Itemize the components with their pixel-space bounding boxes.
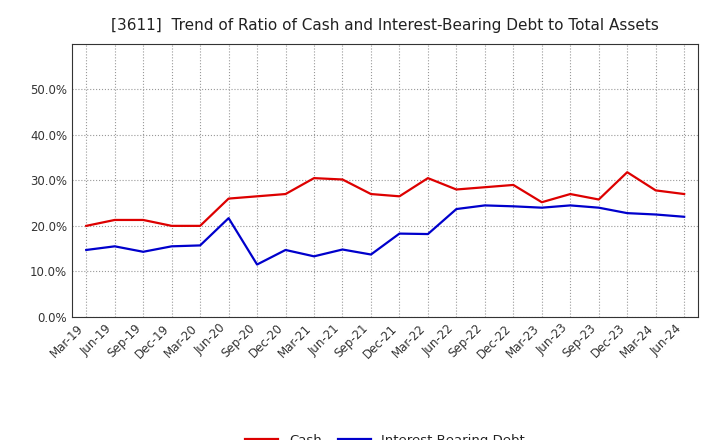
Interest-Bearing Debt — [167, 244, 176, 249]
Cash — [310, 176, 318, 181]
Cash — [167, 223, 176, 228]
Interest-Bearing Debt — [652, 212, 660, 217]
Interest-Bearing Debt — [110, 244, 119, 249]
Interest-Bearing Debt — [595, 205, 603, 210]
Interest-Bearing Debt — [139, 249, 148, 254]
Cash — [253, 194, 261, 199]
Line: Interest-Bearing Debt: Interest-Bearing Debt — [86, 205, 684, 264]
Interest-Bearing Debt — [310, 254, 318, 259]
Cash — [139, 217, 148, 223]
Cash — [282, 191, 290, 197]
Interest-Bearing Debt — [338, 247, 347, 252]
Interest-Bearing Debt — [680, 214, 688, 220]
Interest-Bearing Debt — [623, 210, 631, 216]
Cash — [652, 188, 660, 193]
Cash — [537, 200, 546, 205]
Cash — [338, 177, 347, 182]
Interest-Bearing Debt — [423, 231, 432, 237]
Cash — [452, 187, 461, 192]
Interest-Bearing Debt — [253, 262, 261, 267]
Cash — [680, 191, 688, 197]
Cash — [395, 194, 404, 199]
Interest-Bearing Debt — [566, 203, 575, 208]
Cash — [509, 182, 518, 187]
Interest-Bearing Debt — [282, 247, 290, 253]
Interest-Bearing Debt — [509, 204, 518, 209]
Cash — [196, 223, 204, 228]
Interest-Bearing Debt — [366, 252, 375, 257]
Cash — [423, 176, 432, 181]
Title: [3611]  Trend of Ratio of Cash and Interest-Bearing Debt to Total Assets: [3611] Trend of Ratio of Cash and Intere… — [112, 18, 659, 33]
Cash — [480, 185, 489, 190]
Interest-Bearing Debt — [395, 231, 404, 236]
Cash — [366, 191, 375, 197]
Interest-Bearing Debt — [480, 203, 489, 208]
Line: Cash: Cash — [86, 172, 684, 226]
Interest-Bearing Debt — [225, 216, 233, 221]
Cash — [225, 196, 233, 201]
Interest-Bearing Debt — [452, 206, 461, 212]
Cash — [82, 223, 91, 228]
Cash — [595, 197, 603, 202]
Legend: Cash, Interest-Bearing Debt: Cash, Interest-Bearing Debt — [240, 429, 530, 440]
Interest-Bearing Debt — [537, 205, 546, 210]
Interest-Bearing Debt — [82, 247, 91, 253]
Cash — [110, 217, 119, 223]
Cash — [623, 169, 631, 175]
Cash — [566, 191, 575, 197]
Interest-Bearing Debt — [196, 243, 204, 248]
